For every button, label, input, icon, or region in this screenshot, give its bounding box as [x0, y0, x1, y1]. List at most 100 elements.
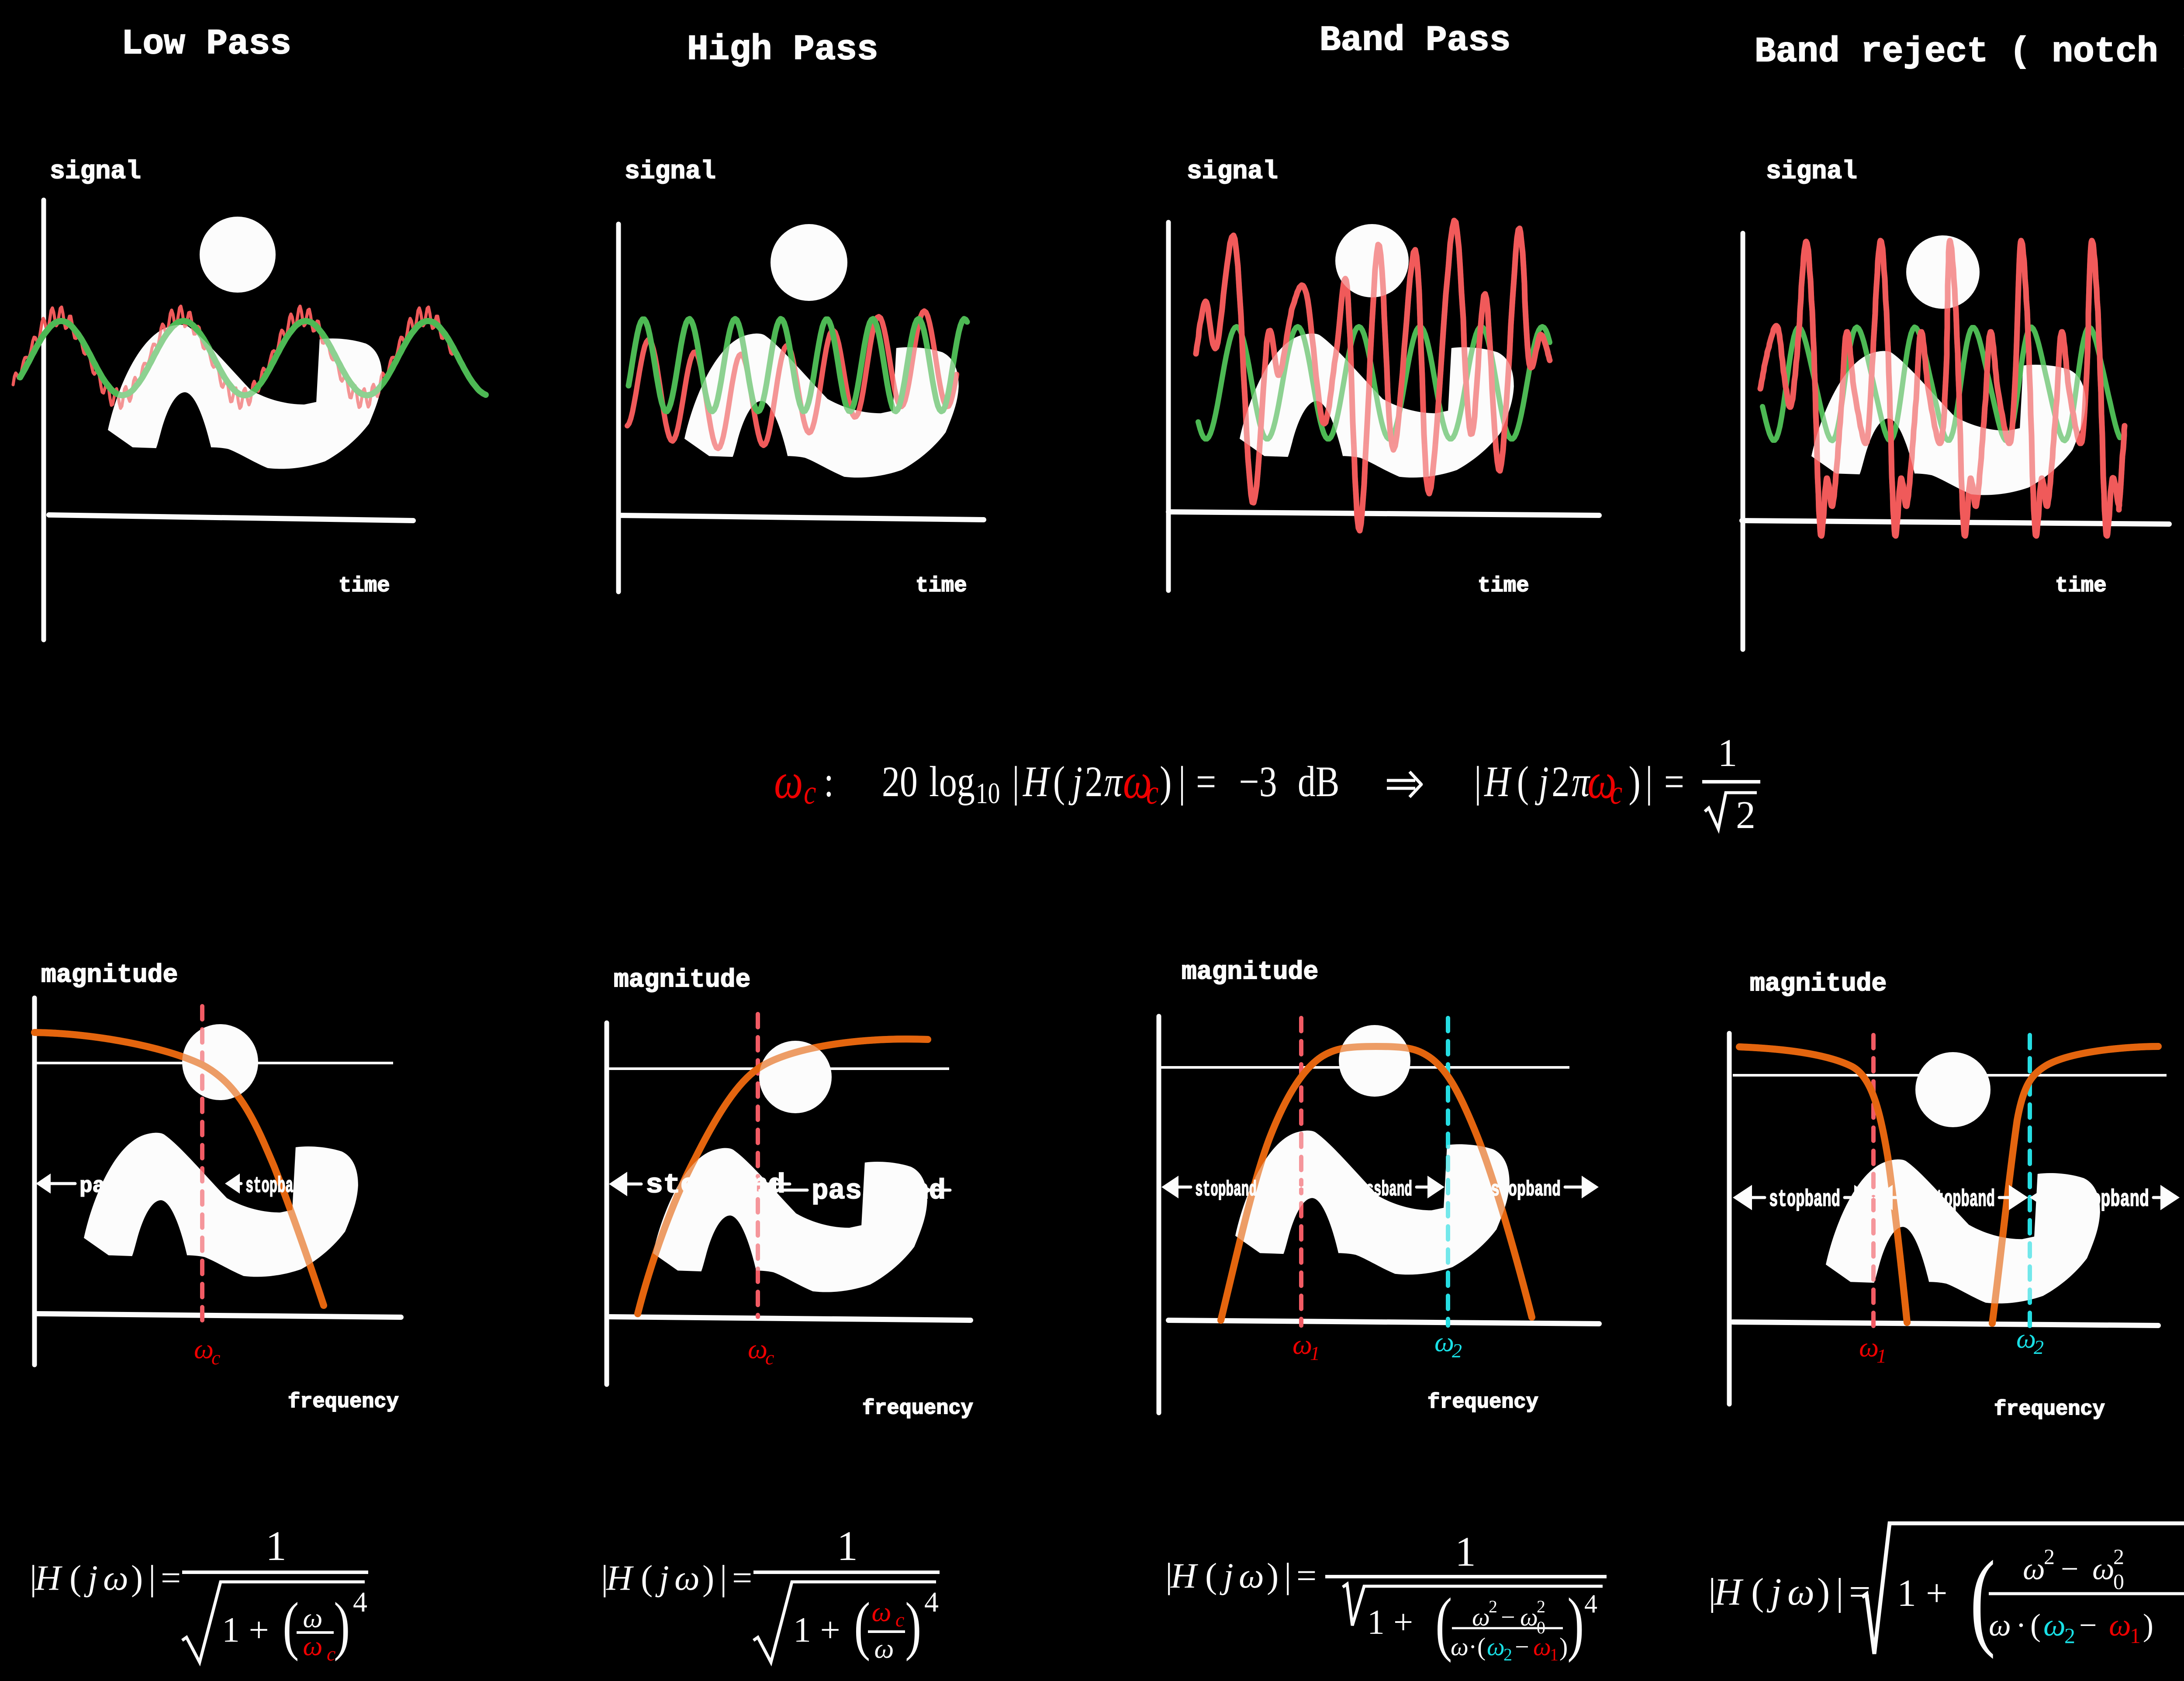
svg-text:ω: ω [748, 1333, 767, 1364]
svg-text:magnitude: magnitude [1182, 958, 1318, 987]
svg-text:time: time [339, 573, 390, 598]
svg-text:2: 2 [1736, 794, 1755, 837]
svg-text:frequency: frequency [1994, 1398, 2105, 1421]
svg-text:1: 1 [1455, 1528, 1476, 1575]
svg-text:4: 4 [924, 1586, 939, 1618]
svg-text:4: 4 [353, 1586, 367, 1618]
svg-text::: : [824, 757, 834, 805]
svg-text:1: 1 [837, 1522, 858, 1569]
svg-text:2: 2 [1489, 1597, 1497, 1616]
svg-text:|: | [1708, 1571, 1716, 1613]
svg-text:2: 2 [2113, 1544, 2124, 1569]
svg-text:·: · [1469, 1633, 1477, 1661]
svg-text:π: π [1104, 757, 1123, 805]
svg-text:magnitude: magnitude [614, 966, 750, 994]
svg-text:(: ( [1751, 1571, 1764, 1613]
svg-text:·: · [2016, 1608, 2026, 1643]
svg-text:ω: ω [1451, 1633, 1469, 1661]
svg-text:0: 0 [2113, 1569, 2124, 1594]
svg-text:−3: −3 [1239, 757, 1277, 805]
svg-text:−: − [2079, 1608, 2097, 1643]
svg-text:2: 2 [1452, 1339, 1462, 1362]
svg-text:stopband: stopband [646, 1170, 785, 1201]
svg-text:1: 1 [1310, 1342, 1320, 1364]
svg-text:(: ( [283, 1589, 299, 1661]
svg-text:H: H [1023, 757, 1051, 805]
svg-text:1: 1 [1718, 732, 1738, 775]
svg-text:dB: dB [1298, 757, 1340, 805]
svg-text:|: | [149, 1558, 156, 1598]
svg-text:(: ( [1053, 757, 1065, 805]
svg-text:H: H [1484, 757, 1512, 805]
svg-text:): ) [1267, 1556, 1279, 1595]
svg-text:ω: ω [1787, 1571, 1814, 1613]
svg-text:time: time [1478, 573, 1529, 598]
svg-text:=: = [1664, 757, 1684, 805]
svg-text:(: ( [1970, 1539, 1995, 1660]
svg-text:1: 1 [1876, 1345, 1887, 1367]
svg-text:4: 4 [1584, 1589, 1597, 1618]
svg-text:c: c [1146, 773, 1158, 811]
svg-text:Band Pass: Band Pass [1320, 21, 1510, 61]
svg-text:|: | [1178, 757, 1185, 805]
svg-text:ω: ω [103, 1558, 128, 1598]
svg-text:): ) [905, 1589, 921, 1661]
svg-text:20: 20 [882, 757, 918, 805]
svg-text:ω: ω [1239, 1556, 1264, 1595]
svg-text:): ) [334, 1589, 350, 1661]
svg-text:stopband: stopband [1769, 1187, 1840, 1213]
svg-text:c: c [1610, 773, 1622, 811]
svg-text:|: | [1165, 1556, 1172, 1595]
svg-text:|: | [720, 1558, 727, 1598]
svg-text:ω: ω [871, 1596, 891, 1627]
svg-text:−: − [1515, 1633, 1529, 1661]
svg-text:|: | [601, 1558, 608, 1598]
svg-text:Band reject ( notch ): Band reject ( notch ) [1755, 32, 2184, 72]
svg-text:): ) [702, 1558, 714, 1598]
svg-text:10: 10 [976, 777, 1000, 810]
svg-text:1: 1 [266, 1522, 287, 1569]
svg-text:π: π [1572, 757, 1590, 805]
svg-text:signal: signal [1766, 158, 1857, 186]
svg-text:ω: ω [1520, 1603, 1538, 1631]
svg-text:ω: ω [674, 1558, 700, 1598]
svg-text:1: 1 [1550, 1645, 1559, 1664]
svg-text:(: ( [1477, 1633, 1486, 1661]
svg-text:2: 2 [2034, 1336, 2044, 1358]
svg-text:(: ( [641, 1558, 653, 1598]
svg-text:ω: ω [874, 1633, 894, 1664]
svg-text:|: | [1474, 757, 1481, 805]
svg-text:H: H [606, 1558, 634, 1598]
svg-text:=: = [1196, 757, 1216, 805]
svg-text:): ) [1629, 757, 1641, 805]
svg-text:=: = [161, 1558, 181, 1598]
svg-text:ω: ω [303, 1630, 322, 1661]
svg-text:ω: ω [1989, 1608, 2011, 1643]
svg-text:−: − [2061, 1551, 2079, 1586]
svg-text:stopband: stopband [1195, 1178, 1257, 1202]
svg-text:Low Pass: Low Pass [121, 24, 291, 64]
svg-text:1 +: 1 + [1897, 1572, 1948, 1615]
svg-text:passband: passband [1351, 1178, 1412, 1202]
svg-text:stopband: stopband [245, 1174, 309, 1199]
svg-text:|: | [30, 1558, 37, 1598]
svg-text:log: log [929, 757, 975, 805]
svg-text:(: ( [69, 1558, 81, 1598]
svg-text:2: 2 [1503, 1645, 1512, 1664]
svg-text:ω: ω [1123, 753, 1152, 809]
svg-text:): ) [131, 1558, 143, 1598]
svg-text:=: = [732, 1558, 752, 1598]
svg-text:2: 2 [2064, 1623, 2075, 1648]
svg-text:frequency: frequency [1427, 1391, 1538, 1414]
svg-text:ω: ω [1487, 1633, 1505, 1661]
svg-text:ω: ω [2043, 1608, 2066, 1643]
svg-text:stopband: stopband [2072, 1187, 2149, 1213]
svg-text:ω: ω [2092, 1551, 2115, 1586]
svg-text:): ) [1559, 1633, 1568, 1661]
svg-text:=: = [1296, 1556, 1317, 1595]
svg-text:c: c [895, 1609, 904, 1631]
svg-text:c: c [211, 1346, 220, 1369]
svg-text:1 +: 1 + [1367, 1603, 1413, 1642]
svg-text:time: time [916, 573, 967, 598]
svg-text:ω: ω [303, 1602, 322, 1633]
